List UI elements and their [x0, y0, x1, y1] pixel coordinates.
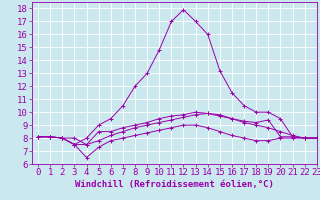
X-axis label: Windchill (Refroidissement éolien,°C): Windchill (Refroidissement éolien,°C): [75, 180, 274, 189]
